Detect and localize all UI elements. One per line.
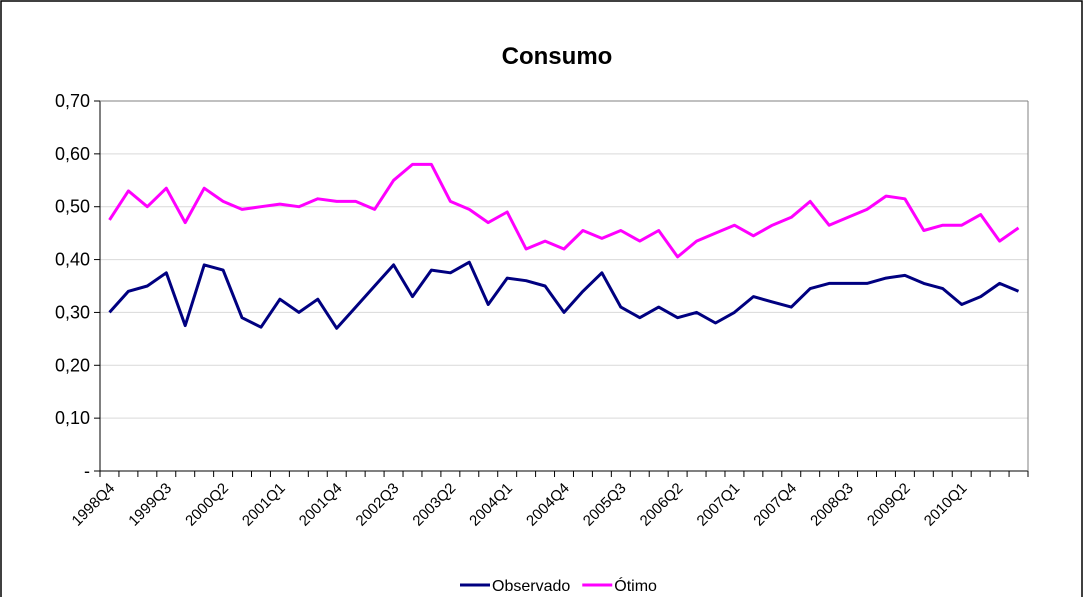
- series-line: [108, 162, 1020, 259]
- y-tick-label: 0,10: [55, 408, 90, 428]
- chart-title: Consumo: [502, 43, 613, 70]
- y-tick-label: 0,60: [55, 144, 90, 164]
- legend-label: Ótimo: [614, 576, 657, 595]
- y-tick-label: 0,30: [55, 302, 90, 322]
- legend-label: Observado: [492, 578, 570, 595]
- y-tick-label: 0,20: [55, 355, 90, 375]
- y-tick-label: -: [84, 461, 90, 481]
- y-tick-label: 0,50: [55, 197, 90, 217]
- y-tick-label: 0,70: [55, 91, 90, 111]
- y-tick-label: 0,40: [55, 250, 90, 270]
- series-line: [108, 260, 1020, 330]
